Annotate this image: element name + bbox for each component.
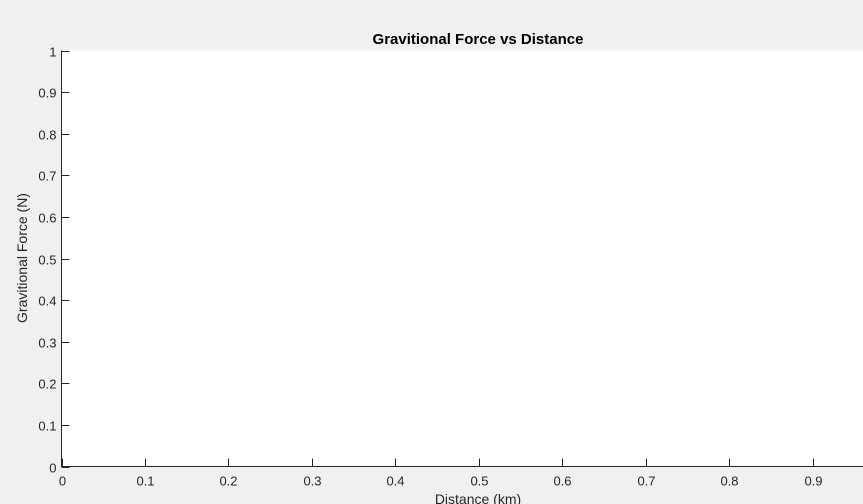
x-tick-label: 0.2: [219, 474, 237, 489]
y-tick-label: 0: [49, 461, 56, 476]
y-ticks: 0 0.1 0.2 0.3 0.4 0.5 0.6 0.7 0.8 0.9 1: [38, 45, 70, 476]
y-tick-label: 0.8: [38, 128, 56, 143]
y-tick-label: 0.7: [38, 169, 56, 184]
chart-title: Gravitional Force vs Distance: [373, 31, 584, 48]
x-tick-label: 0.9: [804, 474, 822, 489]
y-tick-label: 0.1: [38, 419, 56, 434]
x-tick-label: 0.3: [303, 474, 321, 489]
y-tick-label: 0.5: [38, 253, 56, 268]
x-ticks: 0 0.1 0.2 0.3 0.4 0.5 0.6 0.7 0.8 0.9: [59, 458, 823, 489]
x-tick-label: 0.7: [637, 474, 655, 489]
y-tick-label: 1: [49, 45, 56, 60]
y-tick-label: 0.4: [38, 294, 56, 309]
x-tick-label: 0.6: [553, 474, 571, 489]
x-tick-label: 0.5: [470, 474, 488, 489]
y-tick-label: 0.6: [38, 211, 56, 226]
x-tick-label: 0.4: [386, 474, 404, 489]
axes-background: [61, 50, 863, 467]
x-tick-label: 0.8: [720, 474, 738, 489]
x-tick-label: 0: [59, 474, 66, 489]
y-tick-label: 0.3: [38, 336, 56, 351]
x-tick-label: 0.1: [136, 474, 154, 489]
y-tick-label: 0.2: [38, 377, 56, 392]
y-axis-label: Gravitional Force (N): [14, 193, 30, 323]
y-tick-label: 0.9: [38, 86, 56, 101]
x-axis-label: Distance (km): [435, 491, 521, 504]
